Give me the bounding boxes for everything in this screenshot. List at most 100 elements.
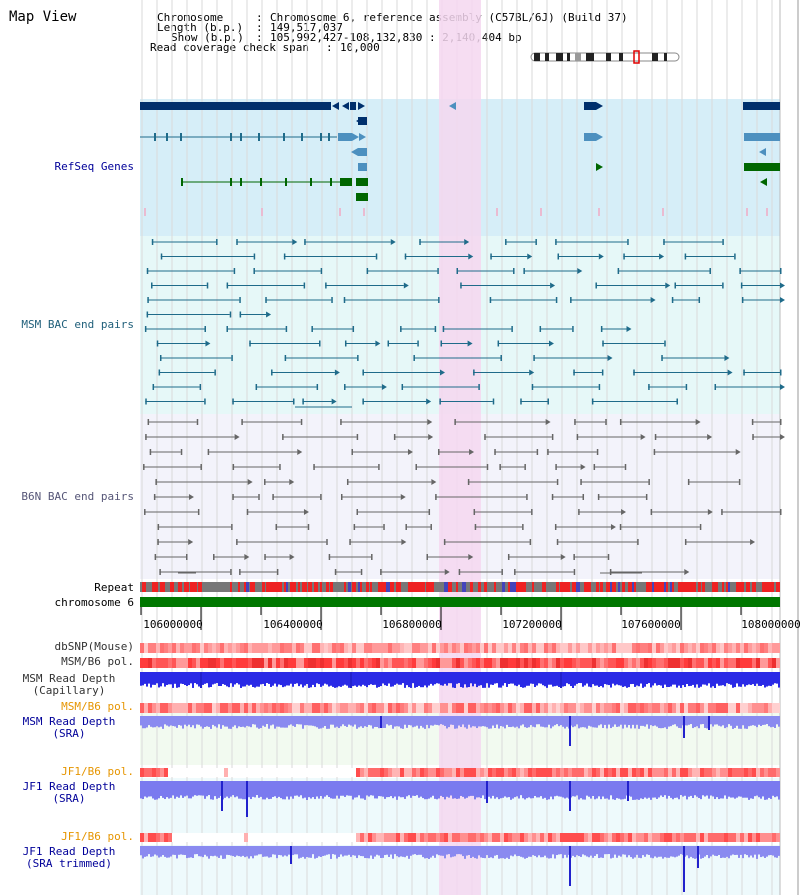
- heat-cell: [712, 768, 716, 777]
- b6n-bac-track-label[interactable]: B6N BAC end pairs: [21, 490, 134, 503]
- depth-bar: [462, 716, 464, 725]
- heat-cell: [656, 703, 660, 713]
- repeat-element: [326, 582, 329, 592]
- ideogram-band: [534, 53, 540, 61]
- heatmap-tracks[interactable]: [140, 643, 780, 842]
- highlight-region[interactable]: [439, 0, 481, 895]
- bac-end: [709, 268, 711, 274]
- heat-cell: [640, 768, 644, 777]
- repeat-element: [420, 582, 422, 592]
- heat-cell: [212, 658, 216, 668]
- depth-bar: [184, 716, 186, 725]
- depth-bar: [210, 846, 212, 856]
- heat-cell: [676, 643, 680, 653]
- depth-bar: [372, 781, 374, 796]
- depth-bar: [442, 716, 444, 725]
- depth-bar: [298, 716, 300, 725]
- msm-b6-pol-track-label[interactable]: MSM/B6 pol.: [61, 655, 134, 668]
- repeat-element: [330, 582, 333, 592]
- b6n-bac-features[interactable]: [143, 419, 785, 575]
- depth-bar: [406, 672, 408, 686]
- msm-b6-pol-2-track-label[interactable]: MSM/B6 pol.: [61, 700, 134, 713]
- depth-bar: [680, 781, 682, 796]
- heat-cell: [680, 643, 684, 653]
- heat-cell: [156, 703, 160, 713]
- depth-bar: [152, 781, 154, 799]
- dbsnp-track-label[interactable]: dbSNP(Mouse): [54, 640, 134, 653]
- depth-bar: [176, 672, 178, 688]
- read-depth-tracks[interactable]: [140, 672, 780, 892]
- msm-bac-track-label[interactable]: MSM BAC end pairs: [21, 318, 134, 331]
- heat-cell: [760, 643, 764, 653]
- heat-cell: [304, 833, 308, 842]
- chromosome-bar[interactable]: [140, 597, 780, 607]
- heat-cell: [524, 768, 528, 777]
- depth-bar: [284, 846, 286, 856]
- depth-bar: [772, 846, 774, 856]
- chromosome-ideogram[interactable]: [530, 50, 680, 64]
- msm-depth-sra-label-1[interactable]: MSM Read Depth: [22, 715, 116, 728]
- heat-cell: [488, 643, 492, 653]
- repeat-track-label[interactable]: Repeat: [94, 581, 134, 594]
- bac-end: [413, 355, 415, 361]
- depth-bar: [760, 846, 762, 858]
- chromosome-track-label[interactable]: chromosome 6: [54, 596, 134, 609]
- refseq-gene-features[interactable]: [140, 102, 780, 216]
- depth-bar: [494, 716, 496, 729]
- heat-cell: [268, 768, 272, 777]
- heat-cell: [744, 768, 748, 777]
- depth-bar: [192, 781, 194, 797]
- depth-bar: [376, 781, 378, 799]
- depth-bar: [160, 672, 162, 687]
- jf1-pol-2-track-label[interactable]: JF1/B6 pol.: [61, 830, 134, 843]
- depth-bar: [202, 781, 204, 796]
- depth-bar: [474, 716, 476, 727]
- depth-bar: [650, 716, 652, 726]
- depth-bar: [302, 781, 304, 799]
- bac-end: [648, 479, 650, 485]
- depth-bar: [616, 781, 618, 799]
- heat-cell: [384, 658, 388, 668]
- heat-cell: [468, 833, 472, 842]
- heat-cell: [440, 833, 444, 842]
- refseq-track-label[interactable]: RefSeq Genes: [54, 160, 134, 173]
- heat-cell: [376, 703, 380, 713]
- depth-bar: [356, 781, 358, 798]
- jf1-depth-trim-label-1[interactable]: JF1 Read Depth: [22, 845, 116, 858]
- heat-cell: [684, 768, 688, 777]
- depth-bar: [290, 716, 292, 725]
- bac-end: [282, 434, 284, 440]
- jf1-depth-sra-label-1[interactable]: JF1 Read Depth: [22, 780, 116, 793]
- depth-bar: [676, 672, 678, 688]
- depth-bar: [732, 716, 734, 729]
- heat-cell: [476, 768, 480, 777]
- depth-bar: [588, 672, 590, 687]
- depth-bar: [324, 846, 326, 856]
- heat-cell: [516, 768, 520, 777]
- depth-bar: [776, 846, 778, 858]
- depth-bar: [310, 716, 312, 726]
- heat-cell: [392, 643, 396, 653]
- jf1-pol-track-label[interactable]: JF1/B6 pol.: [61, 765, 134, 778]
- depth-bar: [536, 716, 538, 725]
- depth-bar: [620, 846, 622, 857]
- heat-cell: [344, 643, 348, 653]
- depth-bar: [624, 846, 626, 855]
- heat-cell: [624, 833, 628, 842]
- bac-end: [443, 539, 446, 545]
- repeat-element: [736, 582, 738, 592]
- repeat-track-bar[interactable]: [140, 582, 780, 592]
- heat-cell: [164, 643, 168, 653]
- depth-bar: [678, 672, 680, 686]
- depth-bar: [674, 846, 676, 858]
- depth-bar: [336, 846, 338, 859]
- depth-bar: [378, 672, 380, 687]
- msm-bac-features[interactable]: [144, 239, 785, 408]
- depth-bar: [590, 716, 592, 727]
- heat-cell: [636, 833, 640, 842]
- heat-cell: [184, 768, 188, 777]
- heat-cell: [568, 833, 572, 842]
- msm-depth-capillary-label-1[interactable]: MSM Read Depth: [22, 672, 116, 685]
- heat-cell: [520, 768, 524, 777]
